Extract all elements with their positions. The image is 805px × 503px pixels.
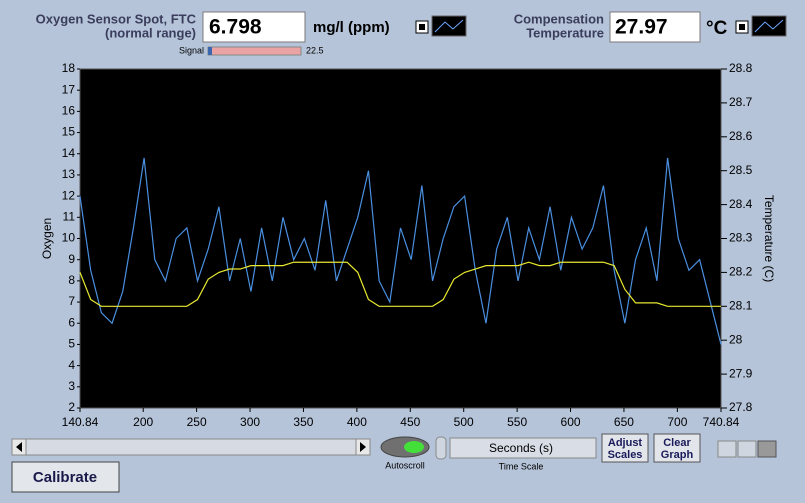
x-tick-label: 740.84 [703, 415, 740, 429]
y2-tick-label: 27.8 [729, 400, 753, 414]
y2-tick-label: 28 [729, 332, 743, 346]
time-unit: Seconds (s) [489, 441, 553, 455]
y2-tick-label: 28.7 [729, 95, 753, 109]
y2-tick-label: 28.2 [729, 265, 753, 279]
y-axis-title: Oxygen [40, 218, 54, 259]
temp-unit: °C [706, 18, 728, 39]
x-tick-label: 450 [400, 415, 420, 429]
data-line [79, 157, 722, 345]
y-tick-label: 5 [68, 337, 75, 351]
button-label: Clear [663, 437, 691, 449]
button-label: Adjust [608, 437, 643, 449]
x-tick-label: 650 [614, 415, 634, 429]
signal-label: Signal [179, 45, 204, 55]
clear-graph-button[interactable] [653, 433, 701, 463]
y-tick-label: 15 [62, 125, 76, 139]
y-tick-label: 4 [68, 358, 75, 372]
y2-tick-label: 28.3 [729, 231, 753, 245]
oxygen-value: 6.798 [209, 16, 262, 39]
time-scale-label: Time Scale [499, 461, 544, 471]
data-line [79, 261, 721, 307]
adjust-scales-button[interactable] [601, 433, 649, 463]
arrow [360, 442, 366, 452]
plot-toggle-dot [419, 24, 425, 30]
y-tick-label: 2 [68, 400, 75, 414]
x-tick-label: 600 [561, 415, 581, 429]
oxygen-label: (normal range) [105, 25, 196, 40]
y-tick-label: 7 [68, 294, 75, 308]
y-tick-label: 16 [62, 104, 76, 118]
oxygen-unit: mg/l (ppm) [313, 19, 390, 36]
y-tick-label: 10 [62, 231, 76, 245]
button-label: Scales [608, 449, 643, 461]
x-tick-label: 500 [454, 415, 474, 429]
plot-legend-line [754, 19, 784, 33]
signal-bar [207, 46, 302, 56]
arrow [16, 442, 22, 452]
spinner[interactable] [435, 436, 447, 460]
cursor-tool[interactable] [717, 440, 737, 458]
button-label: Graph [661, 449, 694, 461]
y2-tick-label: 28.6 [729, 129, 753, 143]
y-tick-label: 8 [68, 273, 75, 287]
scrollbar[interactable] [11, 438, 371, 456]
zoom-tool[interactable] [737, 440, 757, 458]
y-tick-label: 6 [68, 315, 75, 329]
y-tick-label: 13 [62, 167, 76, 181]
temp-label: Temperature [526, 25, 604, 40]
autoscroll-led [404, 441, 424, 453]
temp-value: 27.97 [615, 16, 668, 39]
x-tick-label: 300 [240, 415, 260, 429]
x-tick-label: 250 [187, 415, 207, 429]
y-tick-label: 9 [68, 252, 75, 266]
button-label: Calibrate [33, 469, 97, 486]
y2-tick-label: 28.1 [729, 298, 753, 312]
signal-level [208, 47, 212, 55]
pan-tool[interactable] [757, 440, 777, 458]
time-unit-field[interactable] [449, 437, 597, 459]
oxygen-label: Oxygen Sensor Spot, FTC [36, 11, 197, 26]
x-tick-label: 400 [347, 415, 367, 429]
calibrate-button[interactable] [11, 461, 120, 493]
y-tick-label: 12 [62, 188, 76, 202]
y2-tick-label: 28.8 [729, 61, 753, 75]
x-tick-label: 700 [667, 415, 687, 429]
y2-tick-label: 27.9 [729, 366, 753, 380]
x-tick-label: 350 [293, 415, 313, 429]
x-tick-label: 200 [133, 415, 153, 429]
y2-tick-label: 28.4 [729, 197, 753, 211]
signal-max: 22.5 [306, 45, 324, 55]
chart: 2 3 4 5 6 7 8 9 10 11 12 13 14 15 16 17 18 27.8 27.9 28 28.1… [40, 61, 776, 429]
plot-legend-line [434, 19, 464, 33]
y-tick-label: 18 [62, 61, 76, 75]
y-tick-label: 14 [62, 146, 76, 160]
temp-display [609, 11, 701, 43]
y2-tick-label: 28.5 [729, 163, 753, 177]
autoscroll-label: Autoscroll [385, 460, 425, 470]
x-tick-label: 140.84 [62, 415, 99, 429]
oxygen-display [202, 11, 306, 43]
x-tick-label: 550 [507, 415, 527, 429]
y2-axis-title: Temperature (C) [762, 195, 776, 282]
plot-area [79, 68, 722, 409]
y-tick-label: 3 [68, 379, 75, 393]
y-tick-label: 17 [62, 82, 76, 96]
plot-toggle-dot [739, 24, 745, 30]
temp-label: Compensation [514, 11, 604, 26]
y-tick-label: 11 [63, 209, 76, 223]
